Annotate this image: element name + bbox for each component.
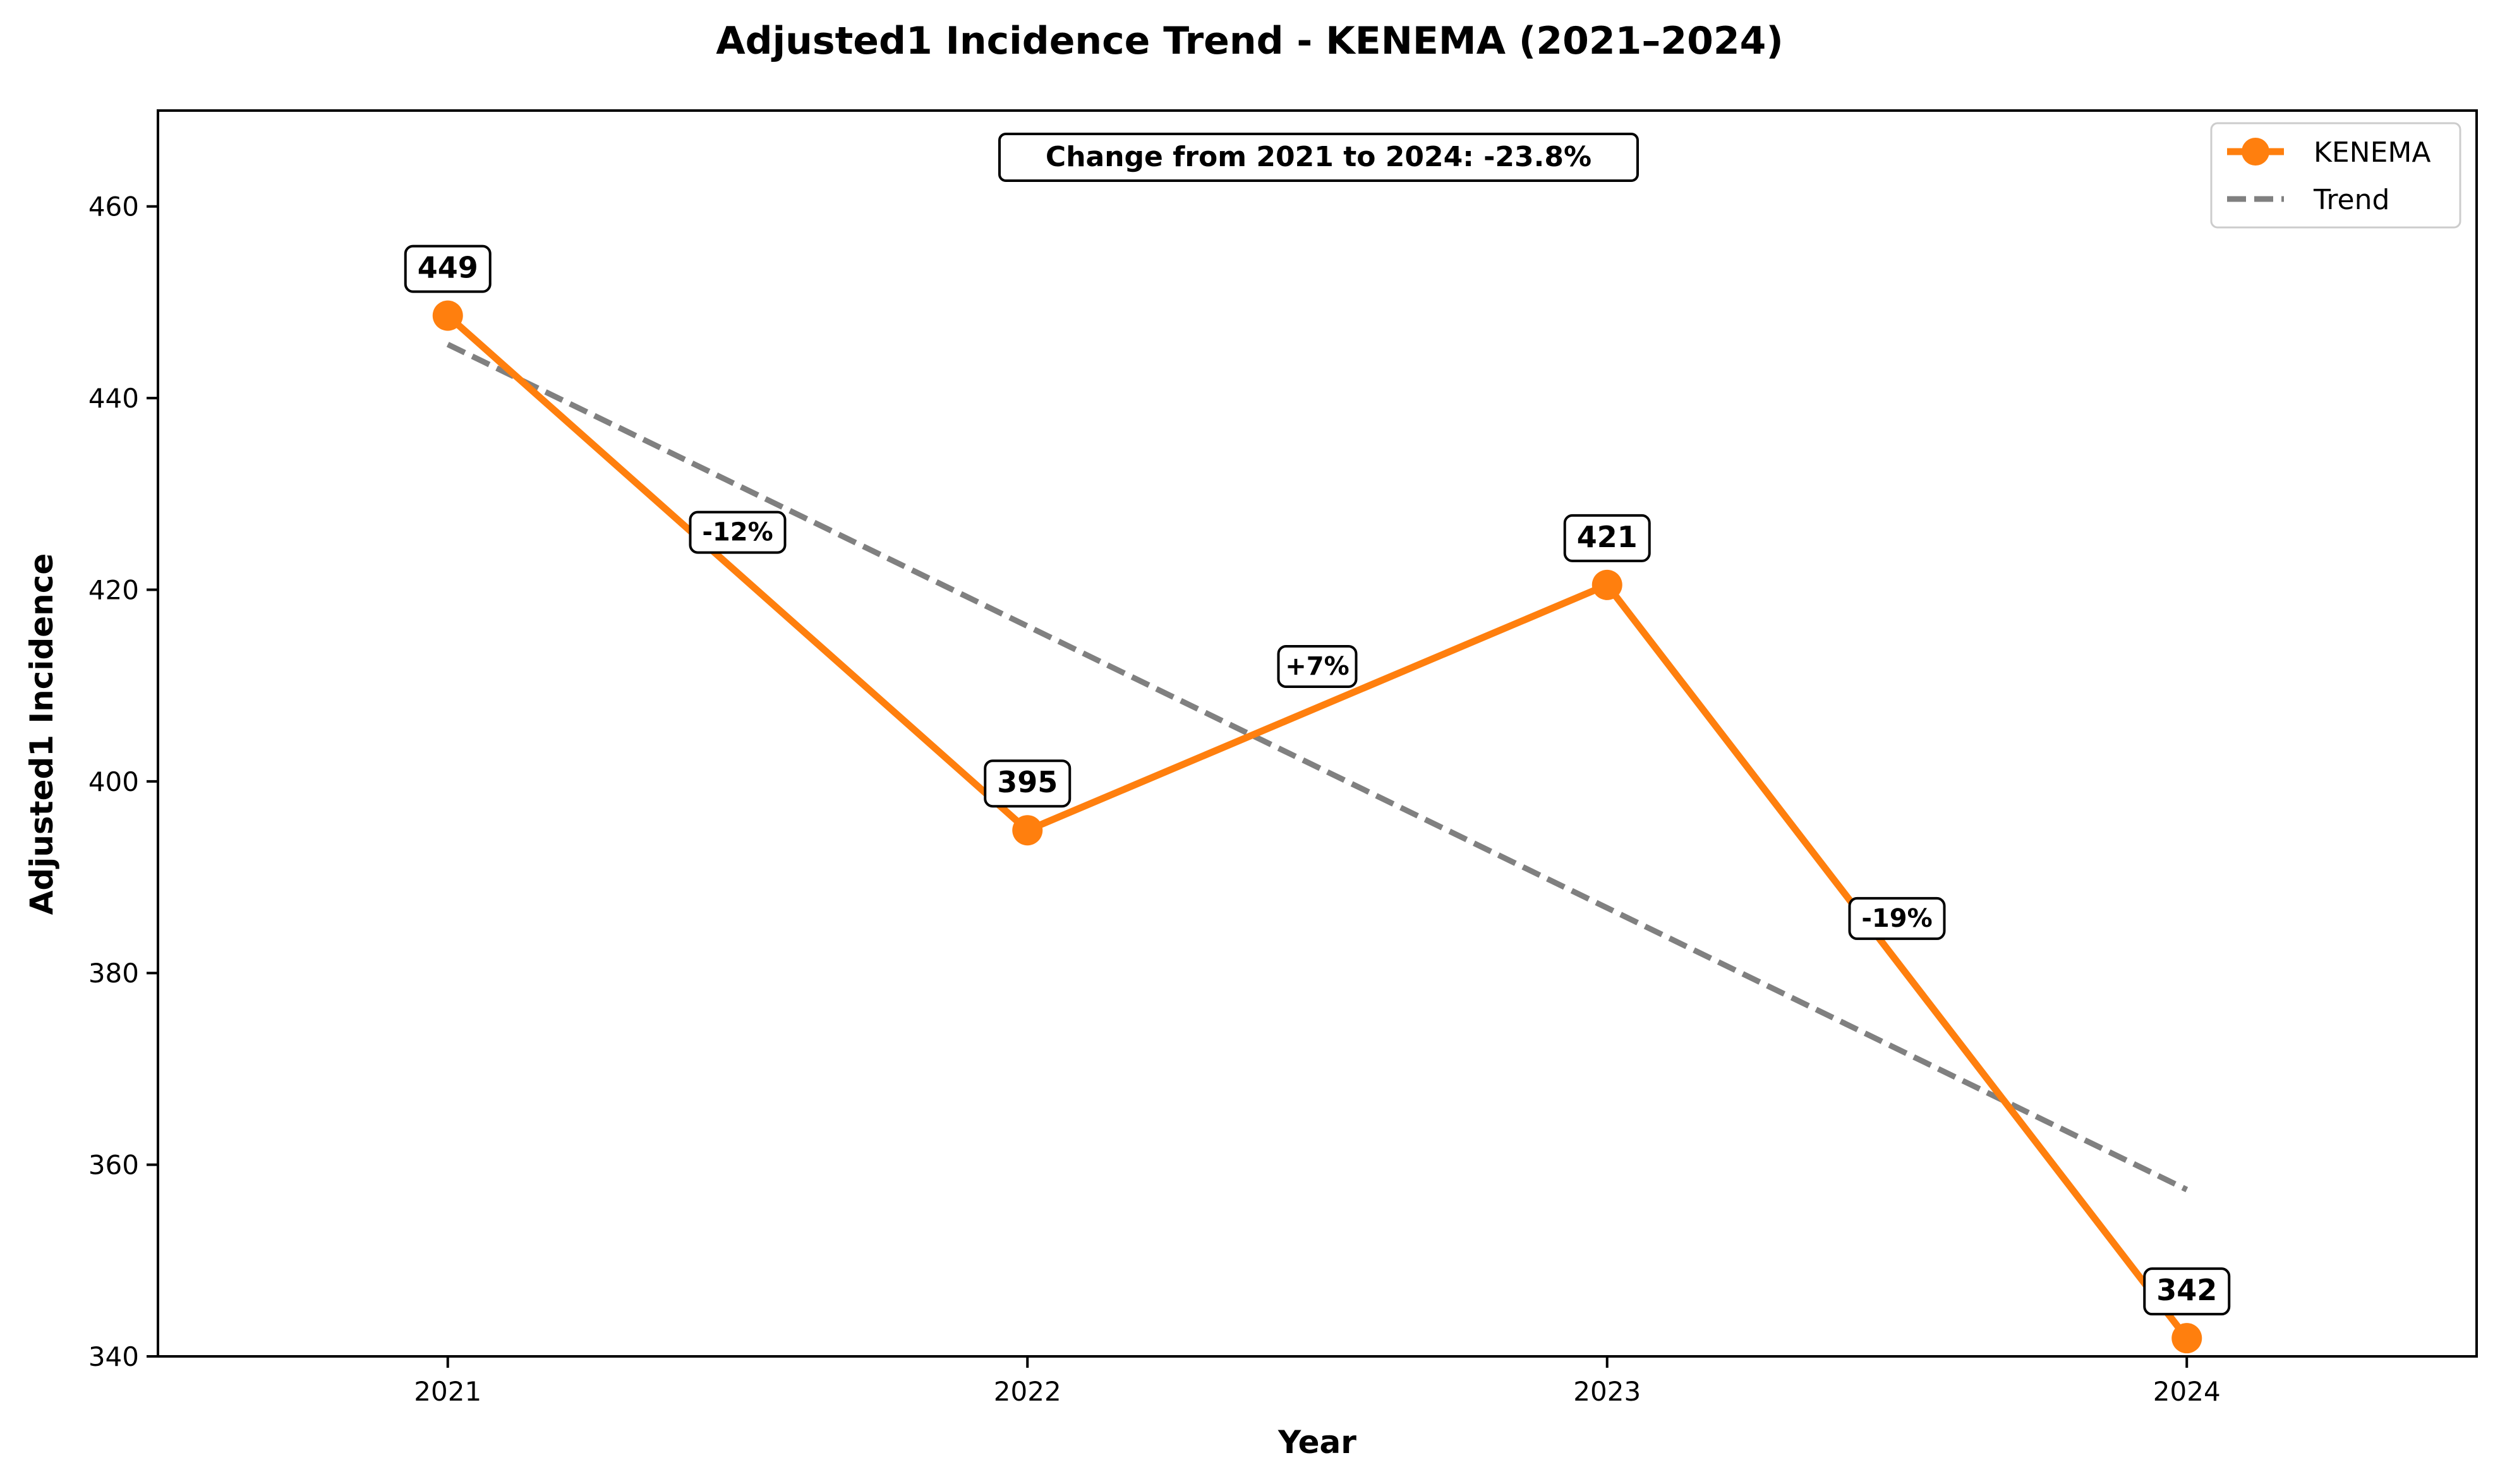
- x-tick-label: 2024: [2153, 1376, 2221, 1407]
- data-point-marker: [432, 300, 463, 331]
- legend-label-trend: Trend: [2313, 184, 2389, 216]
- data-label: 342: [2156, 1273, 2217, 1307]
- y-tick-label: 340: [88, 1341, 139, 1372]
- chart-title: Adjusted1 Incidence Trend - KENEMA (2021…: [716, 19, 1784, 63]
- data-point-marker: [1012, 815, 1043, 846]
- label-layer: 449 395 421 342 -12% +7% -19%: [404, 244, 2231, 1316]
- y-tick-label: 360: [88, 1150, 139, 1181]
- legend-marker-kenema: [2242, 138, 2269, 166]
- y-tick-label: 460: [88, 191, 139, 222]
- x-axis-label: Year: [1277, 1424, 1356, 1461]
- x-axis: 2021 2022 2023 2024: [414, 1356, 2221, 1407]
- plot-area: 449 395 421 342 -12% +7% -19%: [404, 244, 2231, 1354]
- data-point-marker: [2171, 1323, 2202, 1354]
- change-label: -19%: [1861, 904, 1932, 933]
- y-axis: 340 360 380 400 420 440 460: [88, 191, 158, 1372]
- marker-layer: [432, 300, 2202, 1354]
- change-annotation-text: Change from 2021 to 2024: -23.8%: [1046, 141, 1591, 173]
- y-tick-label: 420: [88, 574, 139, 605]
- data-label: 421: [1577, 520, 1638, 554]
- x-tick-label: 2023: [1573, 1376, 1641, 1407]
- change-label: -12%: [702, 518, 773, 547]
- y-axis-label: Adjusted1 Incidence: [23, 553, 60, 915]
- data-label-box: [984, 759, 1072, 808]
- change-label: +7%: [1285, 652, 1349, 681]
- data-label-box: [2143, 1267, 2231, 1316]
- x-tick-label: 2022: [994, 1376, 1061, 1407]
- data-label: 395: [997, 765, 1058, 799]
- trend-layer: [446, 342, 2189, 1193]
- change-label-box: [1848, 896, 1946, 940]
- data-label-box: [404, 244, 492, 293]
- y-tick-label: 440: [88, 383, 139, 414]
- series-layer: [444, 312, 2190, 1342]
- legend: KENEMA Trend: [2210, 122, 2461, 229]
- data-label: 449: [418, 251, 478, 285]
- change-annotation: Change from 2021 to 2024: -23.8%: [998, 133, 1639, 182]
- y-tick-label: 380: [88, 958, 139, 989]
- change-label-box: [1277, 644, 1358, 688]
- data-point-marker: [1591, 569, 1622, 600]
- data-label-box: [1563, 514, 1651, 562]
- change-annotation-box: [998, 133, 1639, 182]
- x-tick-label: 2021: [414, 1376, 481, 1407]
- plot-frame: [157, 109, 2478, 1358]
- y-tick-label: 400: [88, 766, 139, 797]
- legend-label-kenema: KENEMA: [2314, 136, 2431, 169]
- kenema-series-line: [444, 312, 2190, 1342]
- trend-line: [446, 342, 2189, 1193]
- change-label-box: [689, 510, 787, 554]
